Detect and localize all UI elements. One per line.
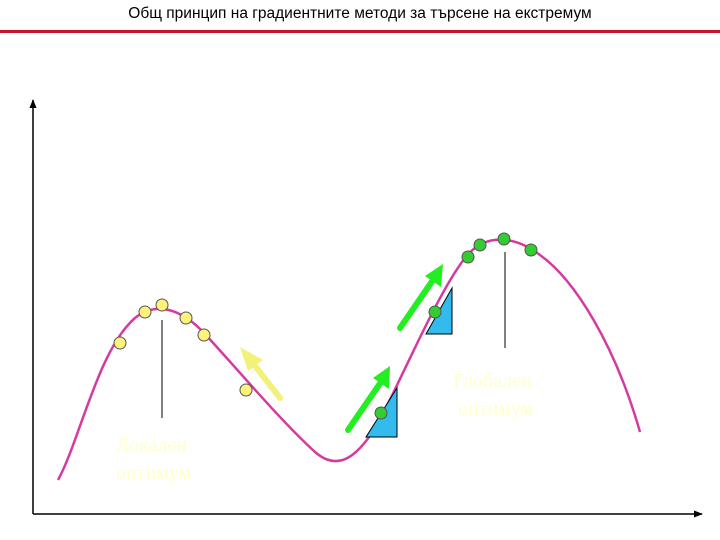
slide-title: Общ принцип на градиентните методи за тъ… [128, 5, 592, 22]
global-search-point [428, 305, 442, 319]
local-optimum-label-line2: оптимум [116, 462, 192, 484]
local-search-point [197, 328, 211, 342]
objective-curve [56, 238, 642, 481]
local-search-point [179, 311, 193, 325]
global-search-point [473, 238, 487, 252]
local-search-point [239, 383, 253, 397]
global-optimum-label-line1: Глобален [453, 370, 532, 392]
global-search-point [461, 250, 475, 264]
local-optimum-label-line1: Локален [116, 434, 187, 456]
yellow-arrow [240, 347, 283, 401]
green-arrow [397, 264, 443, 331]
local-search-point [155, 298, 169, 312]
green-arrow [345, 366, 390, 433]
global-search-point [524, 243, 538, 257]
title-underline [0, 30, 720, 33]
global-optimum-label-line2: оптимум [458, 398, 534, 420]
local-search-point [138, 305, 152, 319]
global-search-point [497, 232, 511, 246]
global-search-point [374, 406, 388, 420]
local-search-point [113, 336, 127, 350]
